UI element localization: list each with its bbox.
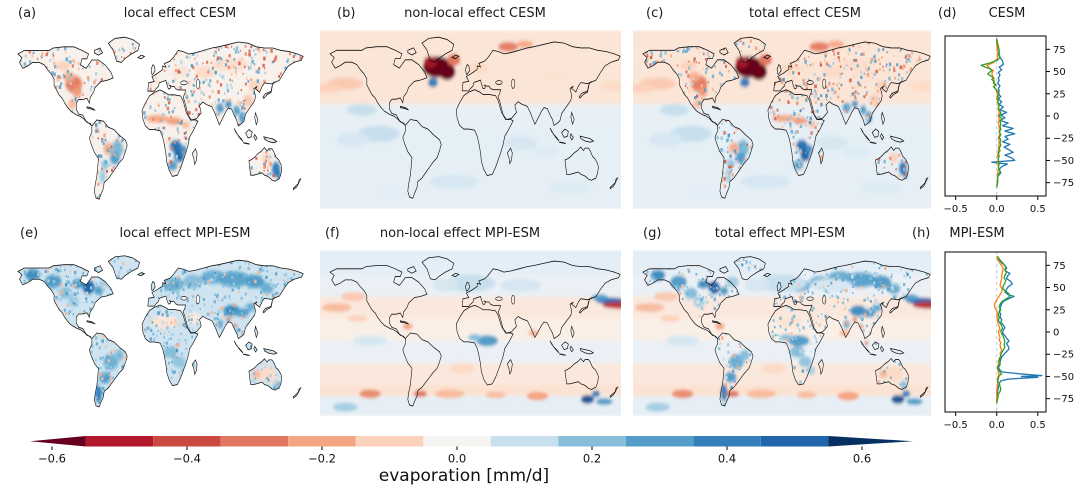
panel-g-title: total effect MPI-ESM	[714, 226, 846, 241]
panel-d-title: CESM	[988, 6, 1026, 21]
colorbar-label: evaporation [mm/d]	[378, 466, 550, 486]
panel-b-label: (b)	[337, 6, 356, 21]
panel-c-map	[633, 30, 931, 209]
colorbar: −0.6 −0.4 −0.2 0.0 0.2 0.4 0.6	[30, 436, 913, 466]
panel-c-title: total effect CESM	[749, 6, 861, 21]
panel-h-label: (h)	[912, 226, 931, 241]
panel-f-title: non-local effect MPI-ESM	[379, 226, 541, 241]
panel-b-map	[320, 30, 621, 209]
panel-f-label: (f)	[325, 226, 340, 241]
panel-f-map	[320, 250, 621, 416]
panel-g-map	[633, 250, 931, 416]
panel-e-title: local effect MPI-ESM	[119, 226, 251, 241]
panel-a-label: (a)	[18, 6, 37, 21]
panel-e-label: (e)	[20, 226, 39, 241]
panel-g-label: (g)	[643, 226, 662, 241]
panel-b-title: non-local effect CESM	[404, 6, 546, 21]
panel-c-label: (c)	[646, 6, 664, 21]
panel-e-map	[8, 249, 304, 417]
panel-a-title: local effect CESM	[123, 6, 237, 21]
panel-h-title: MPI-ESM	[949, 226, 1005, 241]
panel-a-map	[8, 30, 304, 210]
panel-d-label: (d)	[938, 6, 957, 21]
